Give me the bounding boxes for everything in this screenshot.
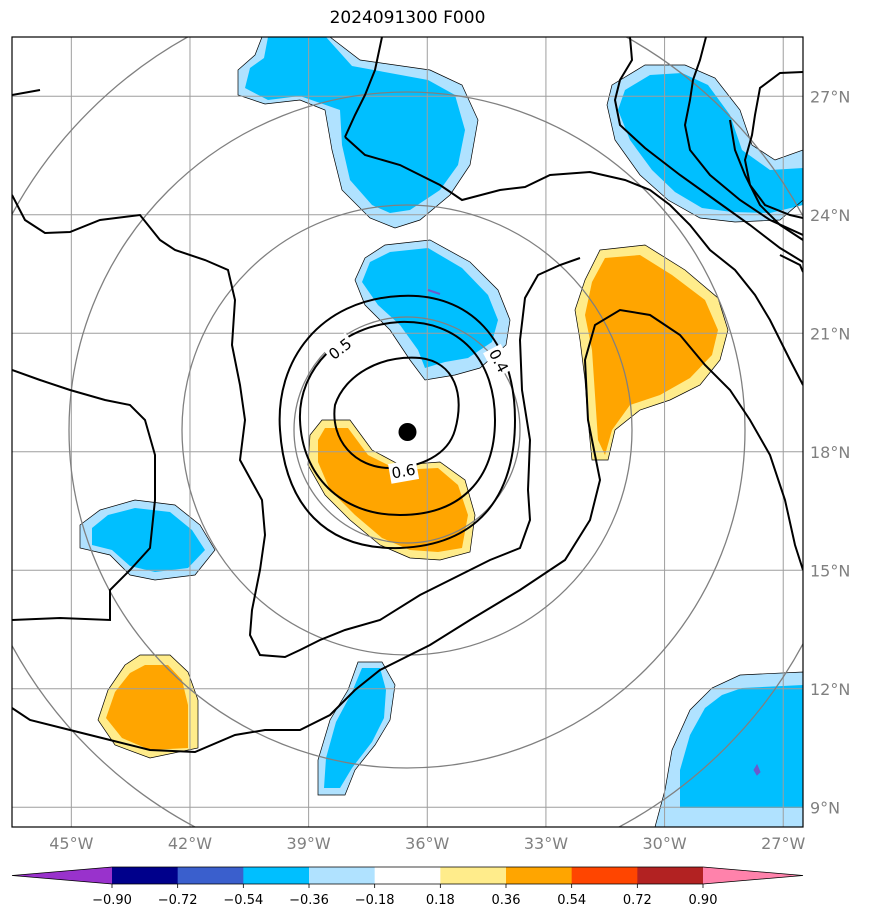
colorbar-tick-label: 0.36 [492,893,521,908]
shading-orange [106,255,718,750]
colorbar-tick-label: 0.18 [426,893,455,908]
latitude-tick-label: 12°N [810,680,850,699]
longitude-tick-label: 42°W [168,834,212,853]
colorbar-segment [112,867,179,884]
storm-center-marker [398,423,417,441]
colorbar-segment [374,867,441,884]
longitude-tick-label: 36°W [405,834,449,853]
colorbar-segment [637,867,704,884]
contour-label-background [323,332,358,366]
latitude-tick-label: 15°N [810,561,850,580]
colorbar-tick-label: 0.54 [557,893,586,908]
latitude-tick-label: 27°N [810,87,850,106]
colorbar-extend-low [12,867,112,884]
longitude-tick-label: 45°W [49,834,93,853]
map-grid [12,37,803,827]
colorbar-extend-high [703,867,803,884]
latitude-tick-labels: 9°N 12°N 15°N 18°N 21°N 24°N 27°N [810,87,850,817]
longitude-tick-label: 27°W [761,834,805,853]
colorbar-segment [506,867,573,884]
colorbar-tick-label: −0.54 [223,893,263,908]
latitude-tick-label: 9°N [810,798,840,817]
latitude-tick-label: 24°N [810,206,850,225]
colorbar: −0.90 −0.72 −0.54 −0.36 −0.18 0.18 0.36 0.54 0.7… [11,866,804,908]
latitude-tick-label: 18°N [810,443,850,462]
longitude-tick-labels: 45°W 42°W 39°W 36°W 33°W 30°W 27°W [49,834,805,853]
colorbar-segment [309,867,376,884]
thick-contours [12,37,803,754]
longitude-tick-label: 39°W [287,834,331,853]
map-frame [11,36,804,828]
colorbar-tick-label: −0.18 [355,893,395,908]
contour-label-background [483,343,514,378]
map-plot-area: 0.5 0.40.6 [12,37,803,827]
contour-label: 0.5 [325,335,355,364]
longitude-tick-label: 33°W [524,834,568,853]
colorbar-segment [243,867,310,884]
range-rings [12,37,803,827]
map-title: 2024091300 F000 [329,8,486,28]
colorbar-tick-label: −0.36 [289,893,329,908]
shading-deep-sky-blue [92,37,803,808]
small-purple-marks [427,289,761,776]
contour-label: 0.6 [390,461,417,483]
longitude-tick-label: 30°W [642,834,686,853]
contour-label-background [388,459,420,484]
colorbar-tick-label: −0.72 [158,893,198,908]
shading-outlines [79,37,803,827]
colorbar-segment [440,867,507,884]
colorbar-tick-label: 0.90 [689,893,718,908]
colorbar-segment [177,867,244,884]
colorbar-tick-label: 0.72 [623,893,652,908]
contour-labels: 0.5 0.40.6 [323,332,514,484]
latitude-tick-label: 21°N [810,324,850,343]
colorbar-segment [571,867,638,884]
colorbar-tick-label: −0.90 [92,893,132,908]
